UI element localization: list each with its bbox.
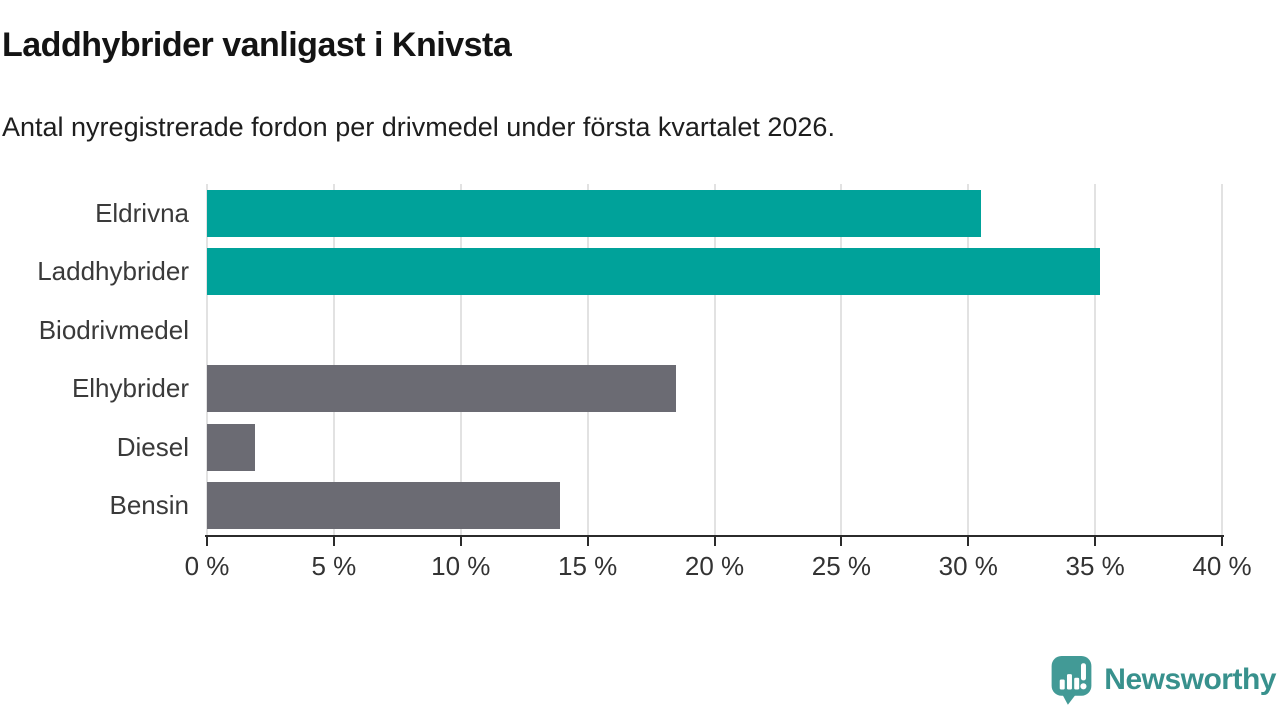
logo-wordmark: Newsworthy — [1104, 662, 1276, 696]
tick-label-20: 20 % — [684, 551, 745, 581]
bar-diesel — [207, 423, 256, 471]
x-axis-ticks: 0 % 5 % 10 % 15 % 20 % 25 % 30 % 35 % 40 % — [185, 535, 1252, 585]
category-label-bensin: Bensin — [109, 490, 190, 521]
gridline-25 — [840, 184, 843, 535]
tick-label-30: 30 % — [938, 551, 998, 581]
tick-mark-40 — [1221, 537, 1223, 546]
category-label-elhybrider: Elhybrider — [71, 373, 189, 404]
bar-row-eldrivna — [207, 184, 1222, 243]
category-axis: Eldrivna Laddhybrider Biodrivmedel Elhybrid… — [0, 184, 189, 535]
bar-row-elhybrider — [207, 360, 1222, 419]
gridline-30 — [967, 184, 970, 535]
newsworthy-logo: Newsworthy — [1048, 653, 1276, 706]
tick-mark-0 — [206, 537, 208, 546]
category-label-eldrivna: Eldrivna — [95, 197, 189, 228]
tick-label-40: 40 % — [1192, 551, 1252, 581]
tick-label-15: 15 % — [557, 551, 618, 581]
gridline-0 — [206, 184, 208, 535]
gridline-20 — [713, 184, 716, 535]
gridline-5 — [332, 184, 335, 535]
bar-row-diesel — [207, 418, 1222, 477]
tick-mark-25 — [840, 537, 843, 546]
tick-label-0: 0 % — [184, 551, 230, 581]
tick-mark-10 — [459, 537, 462, 546]
bar-row-laddhybrider — [207, 243, 1222, 302]
tick-mark-35 — [1094, 537, 1097, 546]
gridline-40 — [1221, 184, 1223, 535]
chart-title: Laddhybrider vanligast i Knivsta — [2, 26, 512, 64]
chart-subtitle: Antal nyregistrerade fordon per drivmede… — [2, 112, 835, 142]
x-axis-line — [205, 535, 1224, 537]
tick-mark-5 — [332, 537, 335, 546]
tick-label-10: 10 % — [431, 551, 491, 581]
bar-rows — [207, 184, 1222, 535]
bar-laddhybrider — [207, 248, 1101, 296]
gridline-35 — [1094, 184, 1097, 535]
tick-mark-15 — [586, 537, 589, 546]
category-label-diesel: Diesel — [116, 431, 189, 462]
category-label-laddhybrider: Laddhybrider — [37, 256, 189, 287]
gridline-10 — [459, 184, 462, 535]
bar-row-biodrivmedel — [207, 301, 1222, 360]
category-label-biodrivmedel: Biodrivmedel — [38, 314, 189, 345]
bar-bensin — [207, 482, 560, 530]
tick-label-5: 5 % — [311, 551, 357, 581]
tick-mark-20 — [713, 537, 716, 546]
plot-area — [206, 184, 1223, 535]
bar-eldrivna — [207, 189, 981, 237]
tick-label-35: 35 % — [1065, 551, 1125, 581]
newsworthy-speech-bubble-chart-icon — [1051, 656, 1092, 705]
tick-mark-30 — [967, 537, 970, 546]
bar-row-bensin — [207, 477, 1222, 536]
bar-elhybrider — [207, 365, 677, 413]
tick-label-25: 25 % — [811, 551, 872, 581]
gridline-15 — [586, 184, 589, 535]
